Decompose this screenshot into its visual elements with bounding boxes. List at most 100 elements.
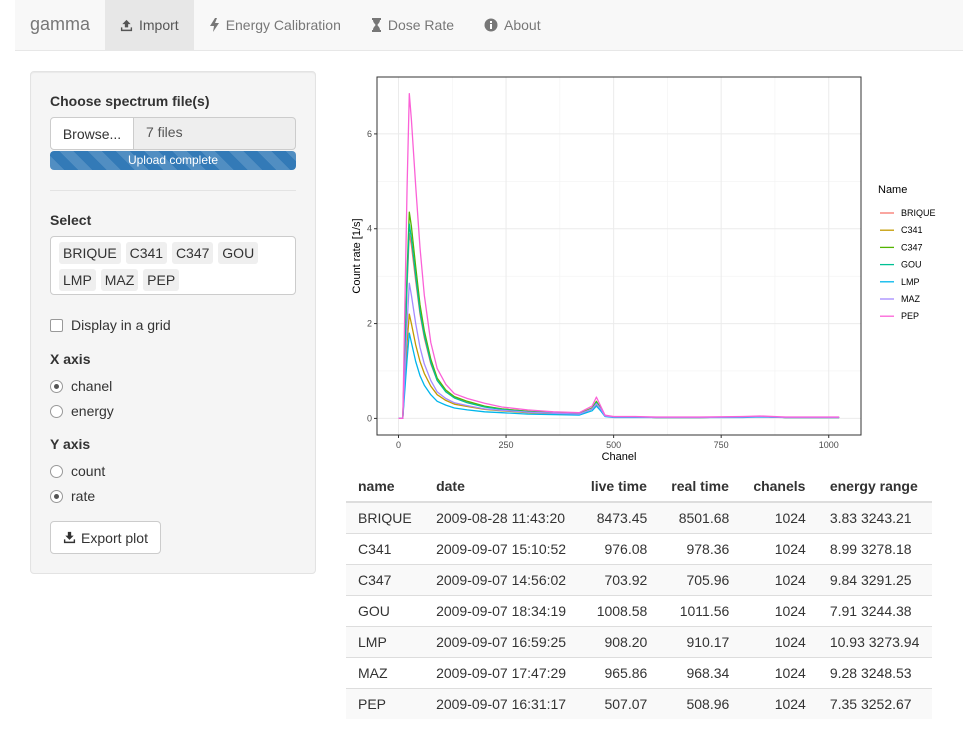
browse-button[interactable]: Browse...	[50, 117, 134, 150]
grid-checkbox[interactable]	[50, 318, 63, 332]
selected-chip[interactable]: C341	[125, 242, 168, 264]
x-tick-label: 1000	[819, 440, 839, 450]
upload-progress-bar: Upload complete	[50, 151, 296, 170]
tab-import[interactable]: Import	[105, 0, 194, 50]
tab-about-label: About	[504, 17, 541, 33]
tab-dose-rate[interactable]: Dose Rate	[356, 0, 469, 50]
y-axis-option-count[interactable]: count	[50, 463, 105, 479]
selected-chip[interactable]: MAZ	[100, 269, 139, 291]
table-cell: 8.99 3278.18	[817, 532, 932, 564]
file-input: Browse... 7 files	[50, 117, 296, 150]
table-cell: 1011.56	[659, 594, 742, 626]
tab-energy-calibration[interactable]: Energy Calibration	[194, 0, 356, 50]
grid-checkbox-label: Display in a grid	[71, 317, 171, 333]
app-brand[interactable]: gamma	[30, 14, 91, 34]
upload-icon	[120, 19, 133, 31]
file-status-field[interactable]: 7 files	[134, 117, 296, 150]
table-cell: 9.28 3248.53	[817, 656, 932, 688]
x-axis-label: X axis	[50, 351, 91, 367]
selected-chip[interactable]: BRIQUE	[59, 242, 121, 264]
selected-chip[interactable]: GOU	[218, 242, 259, 264]
spectrum-multiselect[interactable]: BRIQUE C341 C347 GOU LMP MAZ PEP	[50, 236, 296, 295]
table-cell: 2009-09-07 15:10:52	[424, 532, 579, 564]
legend-label: BRIQUE	[901, 208, 936, 218]
y-tick-label: 4	[367, 224, 372, 234]
table-header-row: name date live time real time chanels en…	[346, 471, 932, 503]
table-cell: 1024	[741, 656, 818, 688]
radio-button[interactable]	[50, 489, 63, 503]
legend-label: MAZ	[901, 294, 921, 304]
radio-label: rate	[71, 488, 96, 504]
tab-about[interactable]: About	[469, 0, 556, 50]
navbar: gamma Import Energy Calibration Dose Rat…	[15, 0, 963, 51]
table-cell: 1024	[741, 594, 818, 626]
table-cell: 8501.68	[659, 501, 742, 533]
table-cell: 1024	[741, 687, 818, 719]
radio-button[interactable]	[50, 404, 63, 418]
table-row: LMP 2009-09-07 16:59:25 908.20 910.17 1024 10…	[346, 625, 932, 657]
x-tick-label: 250	[499, 440, 514, 450]
sidebar-panel: Choose spectrum file(s) Browse... 7 file…	[30, 71, 316, 574]
table-cell: 3.83 3243.21	[817, 501, 932, 533]
column-header: chanels	[741, 471, 818, 503]
legend-label: LMP	[901, 277, 920, 287]
series-line-pep	[398, 92, 840, 420]
table-cell: 2009-09-07 14:56:02	[424, 563, 579, 595]
y-tick-label: 6	[367, 129, 372, 139]
export-plot-button[interactable]: Export plot	[50, 521, 161, 554]
tab-dose-rate-label: Dose Rate	[387, 17, 455, 33]
table-cell: GOU	[346, 594, 425, 626]
table-cell: MAZ	[346, 656, 425, 688]
table-cell: BRIQUE	[346, 501, 425, 533]
x-axis-title: Chanel	[602, 451, 637, 463]
table-cell: 2009-08-28 11:43:20	[424, 501, 579, 533]
selected-chip[interactable]: C347	[171, 242, 214, 264]
table-cell: 508.96	[659, 687, 742, 719]
download-icon	[63, 531, 76, 544]
table-cell: 2009-09-07 16:59:25	[424, 625, 579, 657]
table-cell: 1024	[741, 625, 818, 657]
spectra-table: name date live time real time chanels en…	[346, 471, 932, 719]
table-cell: 978.36	[659, 532, 742, 564]
selected-chip[interactable]: PEP	[143, 269, 180, 291]
x-axis-option-chanel[interactable]: chanel	[50, 378, 112, 394]
table-cell: 507.07	[578, 687, 660, 719]
table-row: GOU 2009-09-07 18:34:19 1008.58 1011.56 1024…	[346, 594, 932, 626]
y-axis-title: Count rate [1/s]	[351, 218, 363, 293]
table-cell: LMP	[346, 625, 425, 657]
x-axis-option-energy[interactable]: energy	[50, 403, 114, 419]
radio-button[interactable]	[50, 379, 63, 393]
table-cell: 1024	[741, 501, 818, 533]
x-tick-label: 0	[396, 440, 401, 450]
y-axis-label: Y axis	[50, 436, 91, 452]
table-cell: 965.86	[578, 656, 660, 688]
table-row: MAZ 2009-09-07 17:47:29 965.86 968.34 1024 9.…	[346, 656, 932, 688]
table-cell: 1024	[741, 563, 818, 595]
table-cell: 908.20	[578, 625, 660, 657]
table-cell: 2009-09-07 17:47:29	[424, 656, 579, 688]
table-cell: C347	[346, 563, 425, 595]
column-header: date	[424, 471, 579, 503]
y-axis-option-rate[interactable]: rate	[50, 488, 95, 504]
legend-label: GOU	[901, 260, 922, 270]
table-cell: 1008.58	[578, 594, 660, 626]
radio-button[interactable]	[50, 464, 63, 478]
radio-label: chanel	[71, 378, 113, 394]
table-cell: 7.91 3244.38	[817, 594, 932, 626]
tab-energy-calibration-label: Energy Calibration	[225, 17, 341, 33]
tab-import-label: Import	[139, 17, 179, 33]
column-header: live time	[578, 471, 660, 503]
grid-checkbox-row[interactable]: Display in a grid	[50, 317, 171, 333]
file-input-label: Choose spectrum file(s)	[50, 93, 210, 109]
upload-progress-label: Upload complete	[127, 153, 219, 167]
table-row: BRIQUE 2009-08-28 11:43:20 8473.45 8501.68 1…	[346, 501, 932, 533]
bolt-icon	[209, 18, 219, 32]
export-plot-label: Export plot	[81, 529, 148, 546]
spectrum-chart: 0 250 500 750 1000 0 2 4 6 Chanel Count rate [1/s]…	[351, 76, 936, 463]
info-icon	[484, 18, 498, 32]
table-cell: 910.17	[659, 625, 742, 657]
selected-chip[interactable]: LMP	[59, 269, 96, 291]
plot-panel	[377, 77, 861, 435]
legend-label: PEP	[901, 311, 919, 321]
column-header: real time	[659, 471, 742, 503]
